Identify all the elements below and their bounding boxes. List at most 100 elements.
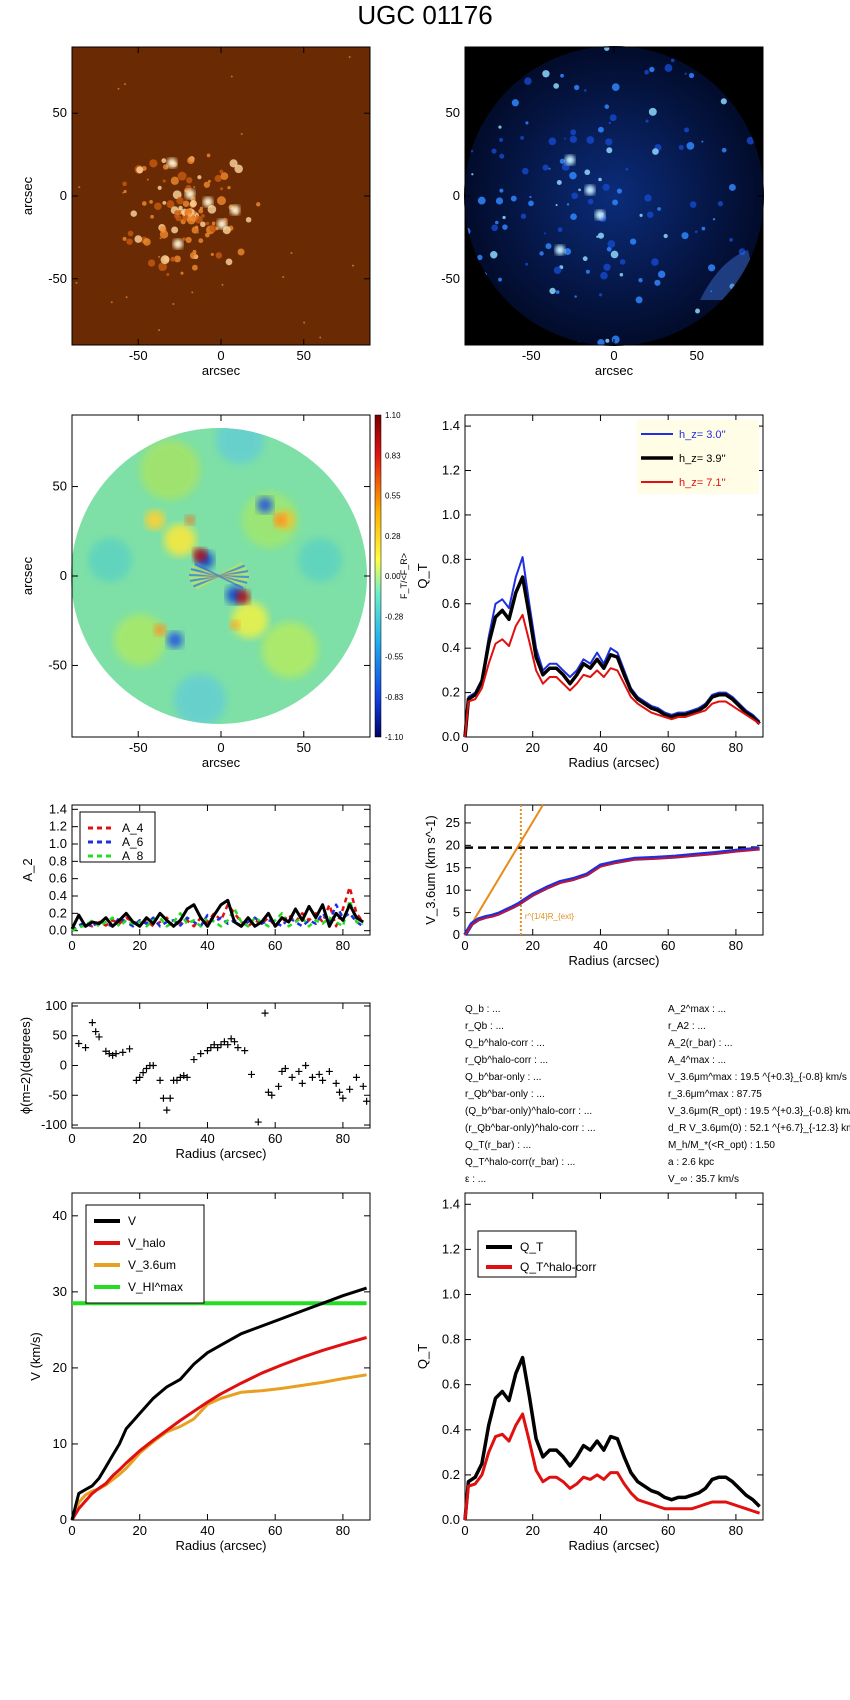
x-tick-label: -50 <box>522 348 541 363</box>
map-feature <box>216 428 264 464</box>
image-spot <box>597 232 605 239</box>
image-spot <box>159 225 167 233</box>
image-spot <box>701 140 704 143</box>
phase-point <box>197 1050 205 1058</box>
image-spot <box>141 201 147 206</box>
image-spot <box>606 147 613 154</box>
colorbar-tick-label: -0.28 <box>385 612 404 621</box>
phase-point <box>75 1039 83 1047</box>
colorbar-label: F_T/<F_R> <box>399 553 409 599</box>
image-spot <box>639 213 643 217</box>
y-axis-label: arcsec <box>20 556 35 595</box>
image-spot <box>651 258 659 266</box>
phase-point <box>224 1041 232 1049</box>
image-spot <box>161 158 167 164</box>
x-tick-label: 20 <box>132 1523 146 1538</box>
x-tick-label: 20 <box>525 938 539 953</box>
image-spot <box>215 252 223 259</box>
series-hz39 <box>463 575 761 738</box>
image-spot <box>154 202 162 211</box>
map-feature <box>262 622 318 678</box>
image-spot <box>491 224 498 232</box>
x-tick-label: 50 <box>690 348 704 363</box>
phase-point <box>95 1033 103 1041</box>
y-tick-label: 20 <box>53 1360 67 1375</box>
image-spot <box>611 83 620 91</box>
y-tick-label: 0.4 <box>442 640 460 655</box>
phase-point <box>254 1118 262 1126</box>
colorbar-tick-label: -1.10 <box>385 733 404 742</box>
chart-velocity-3p6um: 0 20 40 60 80 0 5 10 15 20 25 Radius (arcsec) V_3.6u… <box>423 804 764 968</box>
phase-point <box>241 1047 249 1055</box>
x-tick-label: 20 <box>132 1131 146 1146</box>
image-spot <box>649 66 655 73</box>
y-axis-label: A_2 <box>20 858 35 881</box>
y-tick-label: -50 <box>48 1087 67 1102</box>
stat-right-7: d_R V_3.6μm(0) : 52.1 ^{+6.7}_{-12.3} km… <box>668 1123 850 1134</box>
image-speck <box>319 336 322 339</box>
y-tick-label: 1.4 <box>442 418 460 433</box>
image-bright-knot <box>203 197 213 207</box>
image-speck <box>352 264 355 267</box>
colorbar-tick-label: -0.83 <box>385 693 404 702</box>
phase-point <box>308 1073 316 1081</box>
plot-frame <box>71 1192 371 1521</box>
y-tick-label: 1.4 <box>442 1196 460 1211</box>
x-tick-label: 80 <box>729 740 743 755</box>
stat-left-0: Q_b : ... <box>465 1004 501 1015</box>
x-axis-label: Radius (arcsec) <box>175 1538 266 1553</box>
image-spot <box>158 262 167 272</box>
y-tick-label: 1.4 <box>49 801 67 816</box>
y-tick-label: 0.0 <box>49 923 67 938</box>
image-spot <box>176 196 184 205</box>
phase-point <box>203 1047 211 1055</box>
phase-point <box>234 1044 242 1052</box>
image-spot <box>611 335 620 344</box>
image-panel-force-ratio: -50 0 50 50 0 -50 arcsec arcsec 1.10 0.83 0.55 0.28… <box>20 411 409 770</box>
image-spot <box>160 255 170 265</box>
image-spot <box>122 236 127 241</box>
image-spot <box>657 207 661 211</box>
image-spot <box>543 232 546 235</box>
stat-left-8: Q_T(r_bar) : ... <box>465 1140 531 1151</box>
image-spot <box>560 73 564 78</box>
image-spot <box>586 136 595 144</box>
image-speck <box>303 321 306 324</box>
phase-point <box>295 1067 303 1075</box>
image-spot <box>149 200 153 204</box>
stat-left-9: Q_T^halo-corr(r_bar) : ... <box>465 1157 575 1168</box>
phase-point <box>159 1094 167 1102</box>
image-spot <box>545 243 552 250</box>
image-spot <box>720 98 727 105</box>
phase-point <box>247 1070 255 1078</box>
y-tick-label: 1.2 <box>442 1241 460 1256</box>
series-A_6 <box>71 903 364 932</box>
series-A2 <box>70 898 365 930</box>
map-feature <box>274 514 286 526</box>
y-tick-label: 40 <box>53 1208 67 1223</box>
image-spot <box>237 248 245 256</box>
series-hz71 <box>464 613 761 738</box>
phase-point <box>143 1064 150 1072</box>
stat-right-0: A_2^max : ... <box>668 1004 726 1015</box>
image-spot <box>134 235 143 243</box>
image-spot <box>612 199 619 206</box>
image-spot <box>495 197 504 205</box>
image-spot <box>657 270 666 279</box>
y-tick-label: 0.4 <box>49 888 67 903</box>
image-spot <box>607 240 616 248</box>
y-tick-label: 0.8 <box>49 853 67 868</box>
image-speck <box>230 75 233 78</box>
image-spot <box>225 258 233 266</box>
colorbar-tick-label: 1.10 <box>385 411 401 420</box>
chart-qt-halo-corrected: 0 20 40 60 80 0.0 0.2 0.4 0.6 0.8 1.0 1.2 1.4 Radius … <box>415 1192 764 1553</box>
image-spot <box>229 159 238 168</box>
series-QThalocorr <box>463 1412 761 1521</box>
x-tick-label: 40 <box>200 938 214 953</box>
y-tick-label: 1.2 <box>49 819 67 834</box>
phase-point <box>112 1050 120 1058</box>
image-spot <box>608 121 612 125</box>
image-bright-knot <box>217 219 227 229</box>
image-spot <box>211 221 216 226</box>
